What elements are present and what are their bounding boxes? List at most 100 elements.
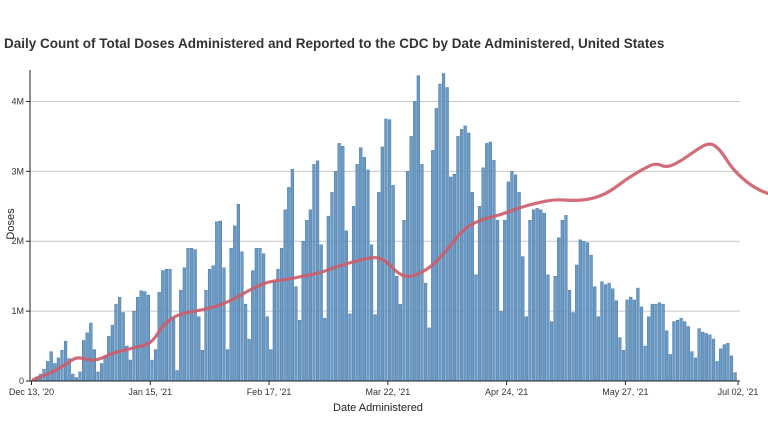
bar: [175, 370, 179, 382]
x-tick-label: Jan 15, '21: [128, 387, 172, 397]
bar: [362, 157, 366, 382]
bar: [391, 185, 395, 382]
bar: [449, 176, 453, 382]
bar: [128, 359, 132, 382]
y-tick-label: 3M: [11, 166, 24, 176]
bar: [283, 209, 287, 382]
bar: [49, 351, 53, 382]
bar: [495, 220, 500, 382]
bar: [150, 359, 154, 382]
bar: [330, 192, 334, 382]
bar: [146, 294, 150, 382]
bar: [258, 248, 262, 382]
bar: [377, 192, 381, 382]
bar: [395, 275, 399, 382]
bar: [704, 333, 708, 382]
bar: [92, 349, 96, 382]
bar: [182, 267, 186, 382]
bar: [240, 251, 244, 382]
bar: [380, 146, 384, 382]
y-tick-label: 1M: [11, 306, 24, 316]
bar: [513, 174, 518, 382]
bar: [301, 241, 305, 382]
bar: [135, 296, 140, 382]
bar: [456, 136, 460, 382]
x-tick-label: Jul 02, '21: [718, 387, 759, 397]
bar: [351, 206, 356, 382]
bar: [625, 299, 629, 382]
bar: [632, 299, 636, 382]
bar: [467, 132, 471, 382]
bar: [369, 244, 374, 382]
bar: [409, 136, 413, 382]
bar: [103, 355, 107, 382]
bar: [171, 317, 176, 382]
bar: [603, 284, 608, 382]
bar: [657, 302, 662, 382]
bar: [153, 349, 158, 382]
bar: [96, 371, 100, 382]
axes: [29, 70, 740, 382]
bar: [323, 317, 327, 382]
bar: [517, 192, 521, 382]
bar: [715, 361, 719, 382]
bar: [276, 268, 280, 382]
bar: [143, 291, 147, 382]
bar: [697, 328, 701, 382]
bar: [614, 300, 618, 382]
bar: [63, 340, 68, 382]
bar: [211, 265, 215, 382]
bar: [81, 340, 86, 382]
bar: [567, 289, 572, 382]
bar: [434, 108, 438, 382]
bar: [229, 248, 233, 382]
bar: [499, 310, 503, 382]
bar: [218, 220, 222, 382]
bar: [672, 321, 676, 382]
bar: [179, 289, 183, 382]
bar: [488, 141, 492, 382]
bar: [215, 221, 219, 382]
bar: [654, 303, 658, 382]
bar: [189, 248, 194, 382]
bar: [463, 125, 467, 382]
bar: [200, 350, 204, 382]
bar: [427, 327, 431, 382]
x-tick-label: Feb 17, '21: [247, 387, 292, 397]
bar: [600, 281, 604, 382]
bar: [157, 292, 161, 382]
bar: [521, 256, 525, 382]
bar: [535, 208, 539, 382]
x-tick-label: Apr 24, '21: [485, 387, 528, 397]
bar: [719, 348, 723, 382]
bar: [510, 171, 514, 382]
bar: [589, 255, 593, 382]
bar: [524, 316, 528, 382]
bar: [114, 303, 118, 382]
bar: [474, 274, 478, 382]
bar: [344, 230, 348, 382]
bar: [629, 296, 633, 382]
bar: [452, 173, 456, 382]
x-tick-label: May 27, '21: [602, 387, 648, 397]
bar: [416, 75, 420, 382]
bar: [207, 268, 212, 382]
bar: [398, 303, 402, 382]
bar: [470, 192, 474, 382]
bar: [99, 363, 104, 382]
bar: [438, 83, 442, 382]
bar: [308, 209, 312, 382]
bar: [117, 296, 122, 382]
bar: [582, 241, 586, 382]
bar: [315, 160, 320, 382]
bar: [204, 289, 208, 382]
x-tick-label: Dec 13, '20: [9, 387, 54, 397]
bar: [359, 147, 363, 382]
bar: [621, 350, 626, 382]
bar: [413, 101, 417, 382]
bar: [355, 164, 359, 382]
bar: [650, 303, 654, 382]
bar: [287, 187, 291, 382]
bar: [107, 336, 111, 382]
moving-average-line: [31, 142, 768, 382]
